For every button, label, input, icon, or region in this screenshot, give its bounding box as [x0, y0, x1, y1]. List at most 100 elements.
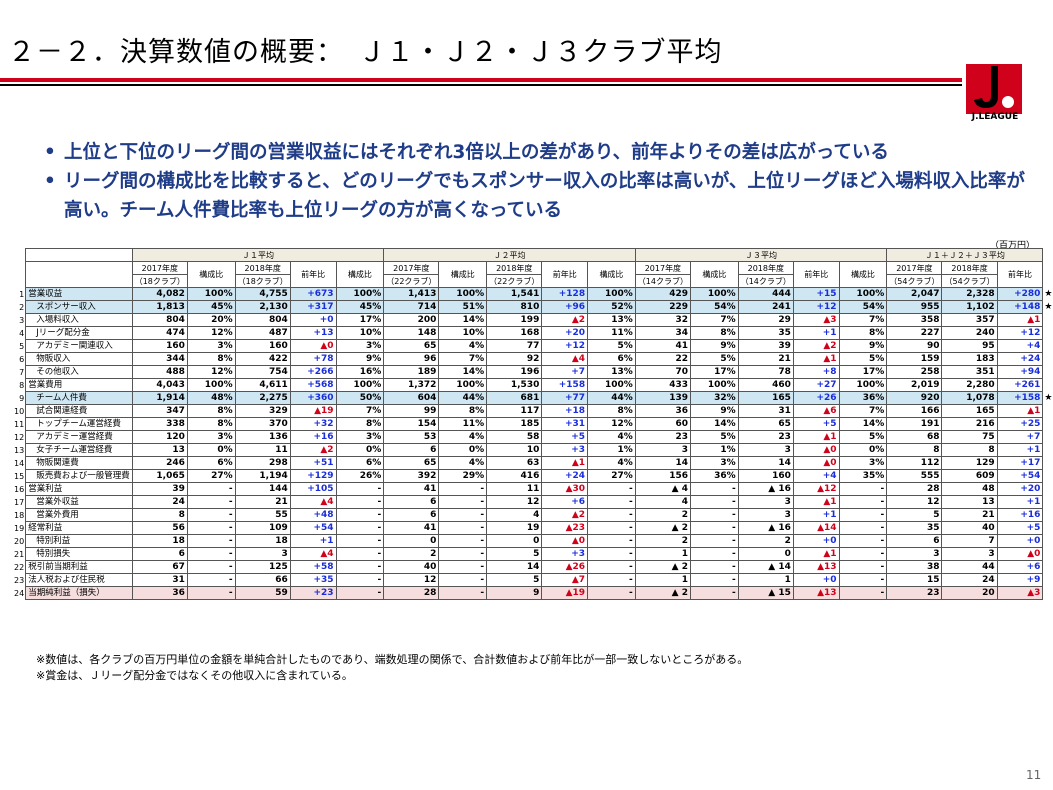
- row-label: 営業外費用: [25, 508, 133, 522]
- row-index: 2: [19, 302, 25, 312]
- table-cell: +266: [289, 365, 337, 379]
- table-cell: ▲1: [541, 456, 589, 470]
- table-cell: +8: [792, 365, 840, 379]
- footnotes: ※数値は、各クラブの百万円単位の金額を単純合計したものであり、端数処理の関係で、…: [36, 652, 748, 684]
- table-cell: 36: [131, 586, 188, 600]
- table-cell: 8%: [438, 404, 488, 418]
- table-cell: 8: [131, 508, 188, 522]
- table-cell: 10%: [335, 326, 385, 340]
- table-cell: 2: [383, 547, 440, 561]
- table-row: 14 物販関連費 246 6% 298 +51 6% 65 4% 63 ▲1 4% 14 3% 14 ▲0 3%…: [12, 456, 1053, 470]
- table-cell: +54: [289, 521, 337, 535]
- table-cell: 347: [131, 404, 188, 418]
- table-cell: 17%: [335, 313, 385, 327]
- table-cell: 298: [234, 456, 291, 470]
- table-cell: 156: [634, 469, 691, 483]
- table-cell: ▲1: [996, 404, 1044, 418]
- table-cell: 2,019: [886, 378, 943, 392]
- table-cell: +3: [541, 443, 589, 457]
- table-cell: 8%: [186, 417, 236, 431]
- table-cell: 227: [886, 326, 943, 340]
- table-cell: +23: [289, 586, 337, 600]
- table-cell: 5%: [689, 352, 739, 366]
- table-cell: 14: [486, 560, 543, 574]
- table-cell: -: [587, 586, 636, 600]
- table-cell: 609: [941, 469, 998, 483]
- star-marker: [1043, 574, 1053, 587]
- row-index: 18: [14, 510, 25, 520]
- table-cell: 4,043: [131, 378, 188, 392]
- row-index: 7: [19, 367, 25, 377]
- table-cell: 11%: [438, 417, 488, 431]
- table-cell: 370: [234, 417, 291, 431]
- table-cell: 160: [234, 339, 291, 353]
- table-cell: 90: [886, 339, 943, 353]
- row-label: 当期純利益（損失）: [25, 586, 133, 600]
- table-cell: 100%: [186, 287, 236, 301]
- row-label: 経常利益: [25, 521, 133, 535]
- table-cell: 4,082: [131, 287, 188, 301]
- table-cell: 433: [634, 378, 691, 392]
- row-index: 20: [14, 536, 25, 546]
- table-cell: +568: [289, 378, 337, 392]
- table-cell: 45%: [335, 300, 385, 314]
- group-header: Ｊ１＋Ｊ２＋Ｊ３平均: [886, 248, 1044, 262]
- table-cell: 2,130: [234, 300, 291, 314]
- table-cell: 0%: [838, 443, 888, 457]
- table-cell: 77: [486, 339, 543, 353]
- row-label: その他収入: [25, 365, 133, 379]
- table-cell: 165: [941, 404, 998, 418]
- star-marker: [1043, 327, 1053, 340]
- table-cell: +0: [289, 313, 337, 327]
- table-cell: 144: [234, 482, 291, 496]
- table-cell: -: [438, 534, 488, 548]
- table-cell: 488: [131, 365, 188, 379]
- table-cell: 44%: [587, 391, 636, 405]
- table-cell: -: [438, 547, 488, 561]
- star-marker: [1043, 353, 1053, 366]
- table-cell: ▲6: [792, 404, 840, 418]
- table-cell: +1: [792, 508, 840, 522]
- table-cell: +94: [996, 365, 1044, 379]
- table-cell: 28: [383, 586, 440, 600]
- table-cell: +1: [792, 326, 840, 340]
- table-cell: 200: [383, 313, 440, 327]
- table-cell: 60: [634, 417, 691, 431]
- table-cell: 35: [886, 521, 943, 535]
- table-cell: +24: [541, 469, 589, 483]
- table-cell: 8: [941, 443, 998, 457]
- table-cell: ▲ 2: [634, 586, 691, 600]
- table-cell: 2,328: [941, 287, 998, 301]
- table-cell: 31: [737, 404, 794, 418]
- table-cell: 160: [737, 469, 794, 483]
- table-cell: 35: [737, 326, 794, 340]
- table-cell: -: [587, 573, 636, 587]
- table-cell: +15: [792, 287, 840, 301]
- table-cell: 604: [383, 391, 440, 405]
- star-marker: [1043, 548, 1053, 561]
- table-cell: +1: [289, 534, 337, 548]
- table-cell: -: [186, 482, 236, 496]
- table-cell: 4: [634, 495, 691, 509]
- table-cell: 6: [383, 495, 440, 509]
- table-cell: 7%: [335, 404, 385, 418]
- table-row: 12 アカデミー運営経費 120 3% 136 +16 3% 53 4% 58 +5 4% 23 5% 23…: [12, 430, 1053, 444]
- table-cell: 7: [941, 534, 998, 548]
- table-cell: 40: [941, 521, 998, 535]
- table-cell: +0: [792, 534, 840, 548]
- star-marker: [1043, 587, 1053, 600]
- row-index: 10: [14, 406, 25, 416]
- table-cell: 474: [131, 326, 188, 340]
- table-cell: 7%: [838, 313, 888, 327]
- table-cell: +5: [541, 430, 589, 444]
- table-cell: 67: [131, 560, 188, 574]
- title-underline-black: [0, 84, 962, 86]
- table-cell: +0: [792, 573, 840, 587]
- table-cell: 3%: [838, 456, 888, 470]
- table-cell: 7%: [689, 313, 739, 327]
- table-cell: 136: [234, 430, 291, 444]
- star-marker: ★: [1044, 301, 1053, 312]
- table-cell: ▲2: [541, 313, 589, 327]
- table-cell: +26: [792, 391, 840, 405]
- table-cell: 358: [886, 313, 943, 327]
